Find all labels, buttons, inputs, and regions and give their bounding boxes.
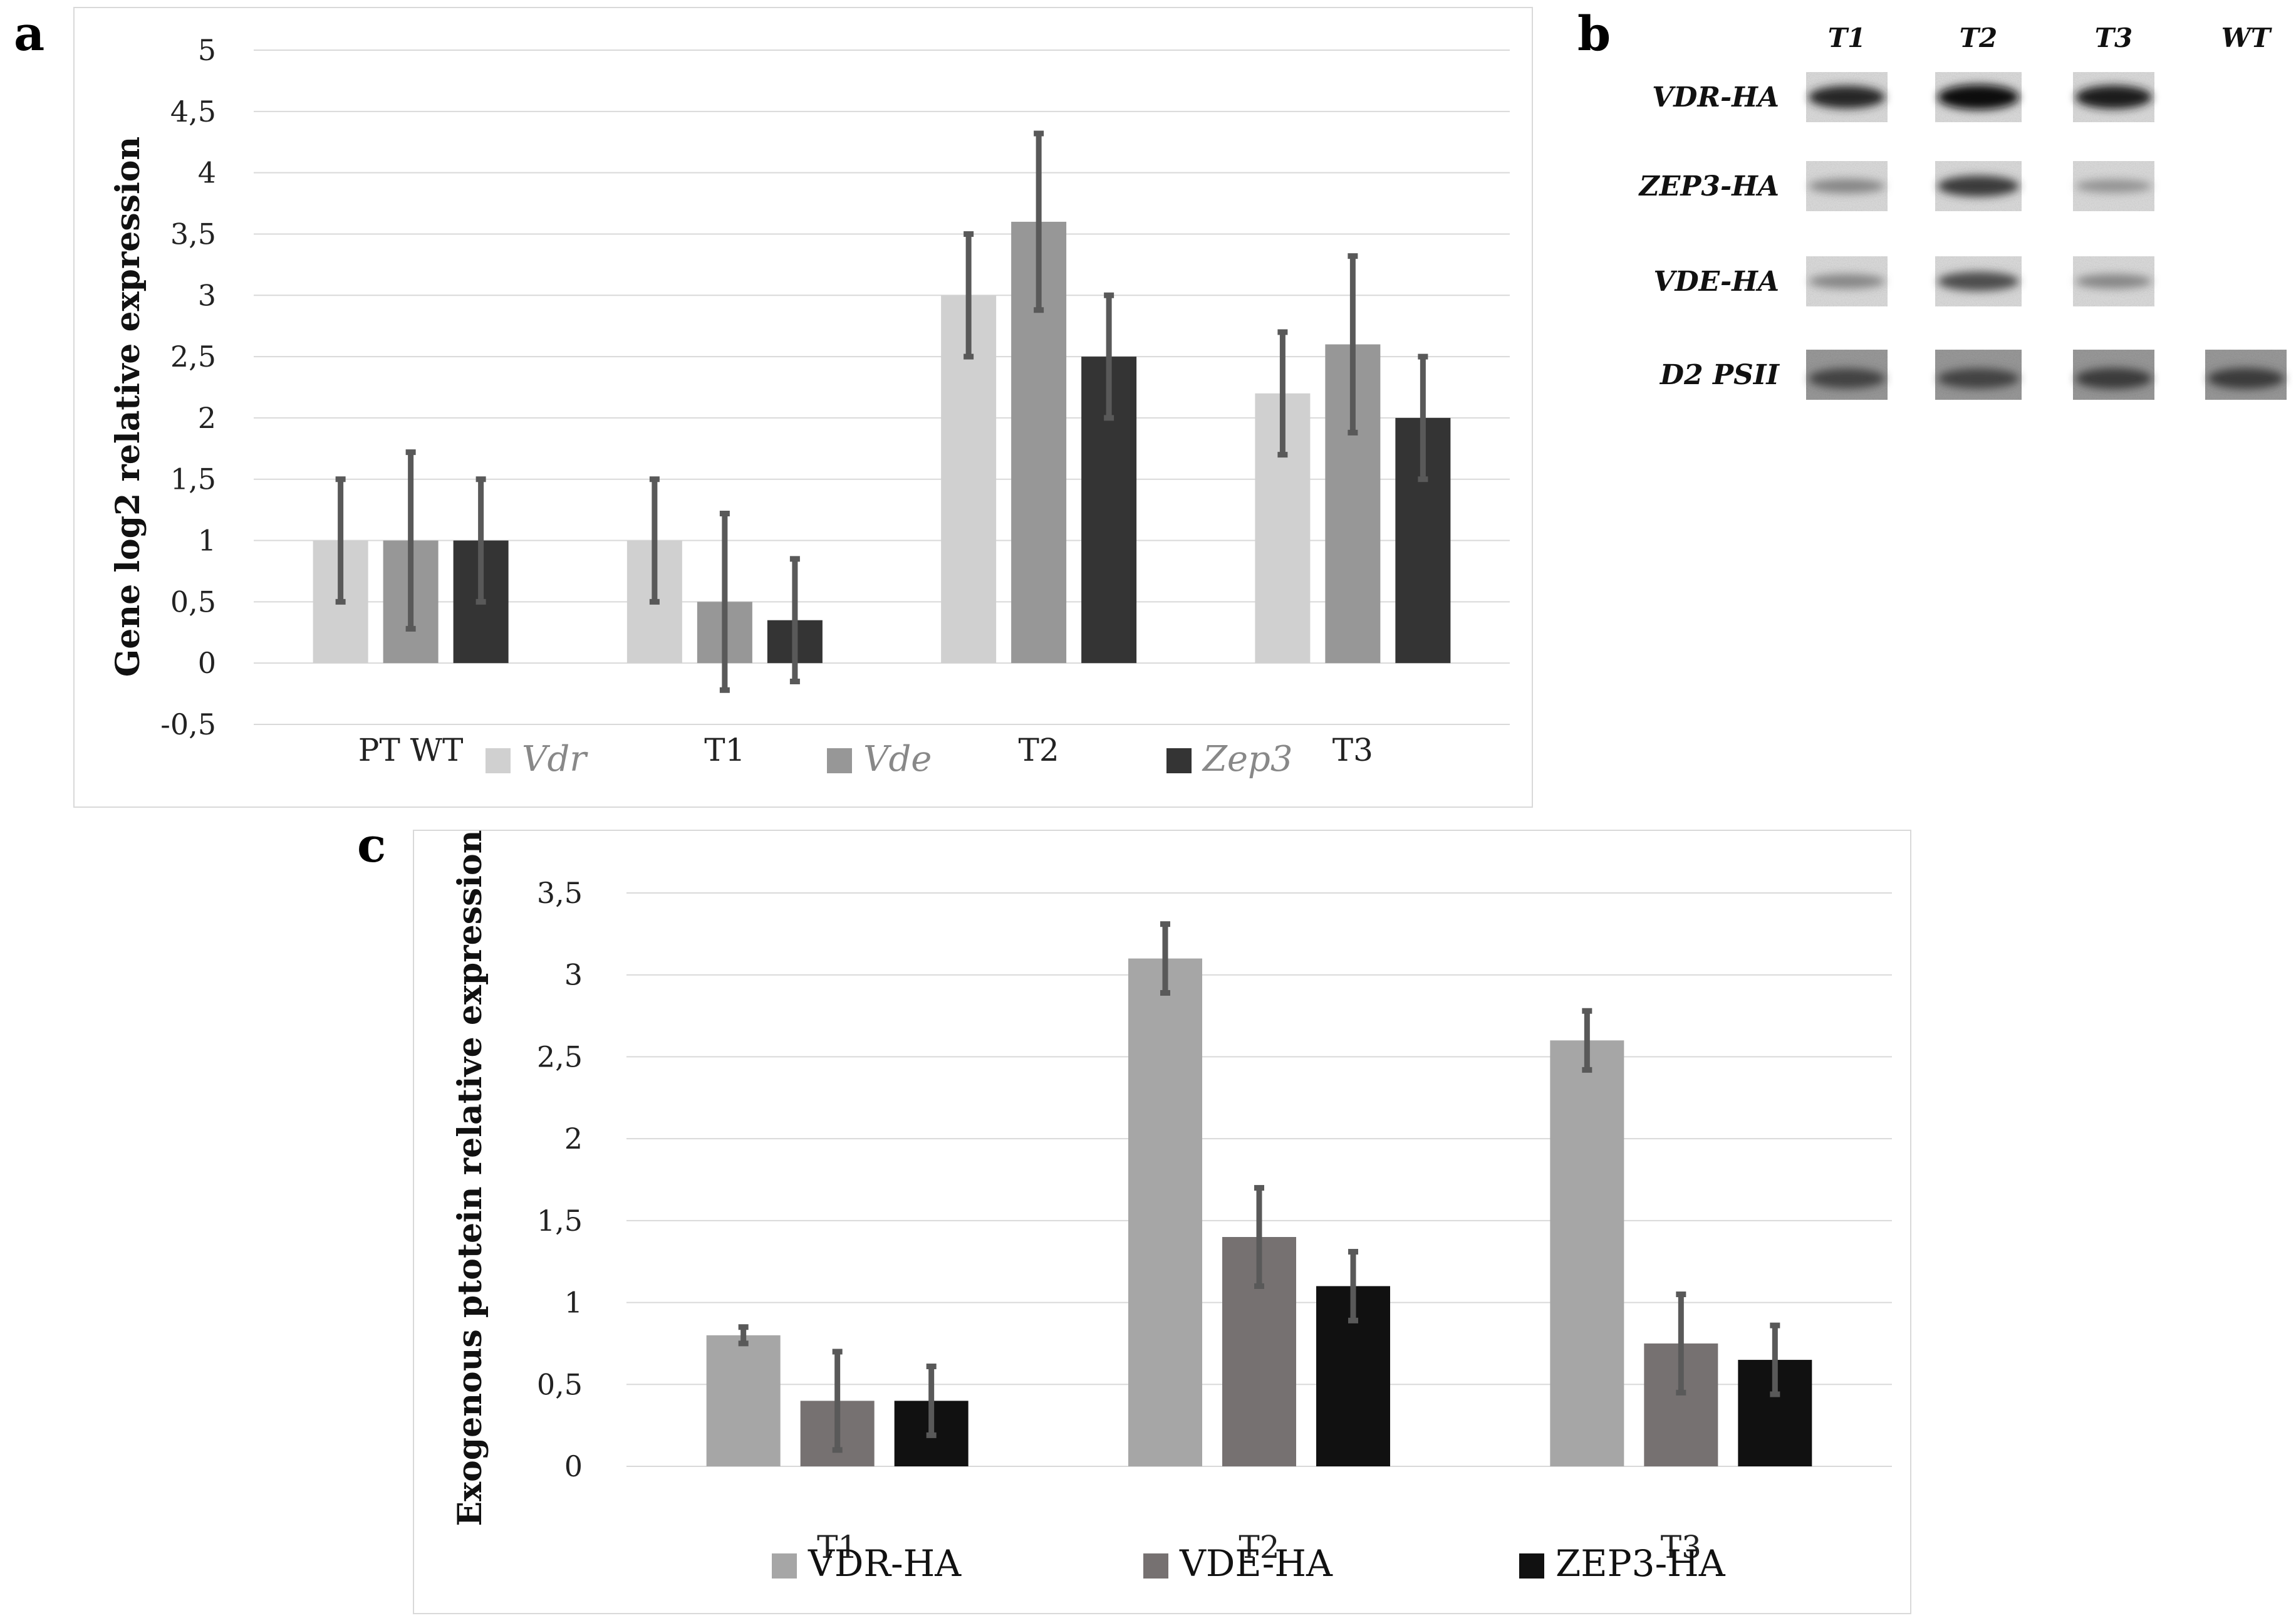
y-axis-label: Gene log2 relative expression: [109, 137, 147, 677]
blot-band: [1938, 368, 2019, 389]
y-tick-label: 0,5: [537, 1367, 583, 1401]
y-tick-label: 2,5: [537, 1040, 583, 1073]
x-category-label: T1: [704, 732, 745, 768]
legend-swatch-vdr-ha: [772, 1553, 797, 1579]
x-category-label: T1: [817, 1529, 858, 1565]
blot-band: [2075, 274, 2152, 289]
y-tick-label: 2: [564, 1122, 583, 1156]
y-tick-label: 1: [198, 524, 216, 558]
y-tick-label: 1,5: [170, 462, 216, 496]
y-axis-label: Exogenous ptotein relative expression: [451, 830, 489, 1526]
legend-swatch-vde: [827, 748, 852, 773]
y-tick-label: 3: [198, 278, 216, 312]
bar-vdr-ha: [706, 1335, 781, 1466]
y-tick-label: 1: [564, 1286, 583, 1320]
y-tick-label: 0: [198, 646, 216, 680]
legend-swatch-zep3: [1166, 748, 1192, 773]
y-tick-label: 3: [564, 958, 583, 992]
x-category-label: T2: [1239, 1529, 1279, 1565]
legend-label-vde-ha: VDE-HA: [1179, 1542, 1333, 1585]
blot-row-label: VDE-HA: [1653, 266, 1779, 298]
blot-band: [1809, 179, 1885, 194]
panel-letter-c: c: [357, 817, 386, 873]
x-category-label: T3: [1661, 1529, 1701, 1565]
x-category-label: T3: [1332, 732, 1373, 768]
blot-band: [2075, 368, 2152, 389]
bar-vdr-ha: [1128, 958, 1202, 1466]
chart-a: -0,5 0 0,5 1 1,5 2 2,5 3 3,5 4 4,5 5 Gene log2 relat…: [109, 33, 1510, 780]
y-tick-label: -0,5: [160, 707, 216, 741]
y-tick-label: 1,5: [537, 1204, 583, 1238]
y-tick-label: 2,5: [170, 340, 216, 373]
y-tick-label: 4,5: [170, 95, 216, 128]
blot-band: [1809, 85, 1885, 109]
blot-band: [1938, 271, 2019, 291]
legend-label-vde: Vde: [863, 739, 932, 780]
blot-row-label: VDR-HA: [1652, 81, 1779, 113]
legend-label-zep3: Zep3: [1202, 739, 1293, 780]
blot-column-t3: T3: [2095, 23, 2132, 53]
y-tick-label: 0,5: [170, 585, 216, 618]
y-tick-label: 5: [198, 33, 216, 67]
legend-label-vdr-ha: VDR-HA: [808, 1542, 962, 1585]
chart-a-frame: [73, 7, 1533, 808]
panel-letter-a: a: [14, 6, 44, 61]
blot-band: [2075, 179, 2152, 193]
y-tick-label: 2: [198, 401, 216, 435]
y-tick-label: 0: [564, 1449, 583, 1483]
western-blot-panel: T1 T2 T3 WT VDR-HA ZEP3-HA VDE-HA D2 PSII: [1638, 23, 2287, 400]
blot-row-label: ZEP3-HA: [1638, 170, 1779, 202]
blot-column-t2: T2: [1960, 23, 1997, 53]
x-category-label: T2: [1019, 732, 1059, 768]
blot-band: [1938, 85, 2019, 110]
y-tick-label: 4: [198, 156, 216, 190]
x-category-label: PT WT: [358, 732, 464, 768]
blot-column-t1: T1: [1828, 23, 1866, 53]
legend-swatch-zep3-ha: [1519, 1553, 1544, 1579]
legend-swatch-vdr: [486, 748, 511, 773]
panel-letter-b: b: [1577, 6, 1611, 61]
legend-swatch-vde-ha: [1143, 1553, 1168, 1579]
y-tick-label: 3,5: [537, 876, 583, 910]
chart-c-frame: [413, 830, 1911, 1614]
chart-c: 0 0,5 1 1,5 2 2,5 3 3,5 Exogenous ptotein relati…: [451, 830, 1892, 1585]
legend-label-zep3-ha: ZEP3-HA: [1556, 1542, 1726, 1585]
blot-band: [2208, 368, 2284, 389]
y-tick-label: 3,5: [170, 217, 216, 251]
blot-column-wt: WT: [2221, 23, 2272, 53]
blot-band: [1938, 175, 2019, 197]
legend-label-vdr: Vdr: [522, 739, 588, 780]
blot-band: [1809, 368, 1885, 389]
blot-band: [2075, 85, 2152, 109]
blot-band: [1809, 274, 1885, 289]
blot-row-label: D2 PSII: [1659, 359, 1780, 391]
bar-vdr-ha: [1550, 1040, 1624, 1466]
